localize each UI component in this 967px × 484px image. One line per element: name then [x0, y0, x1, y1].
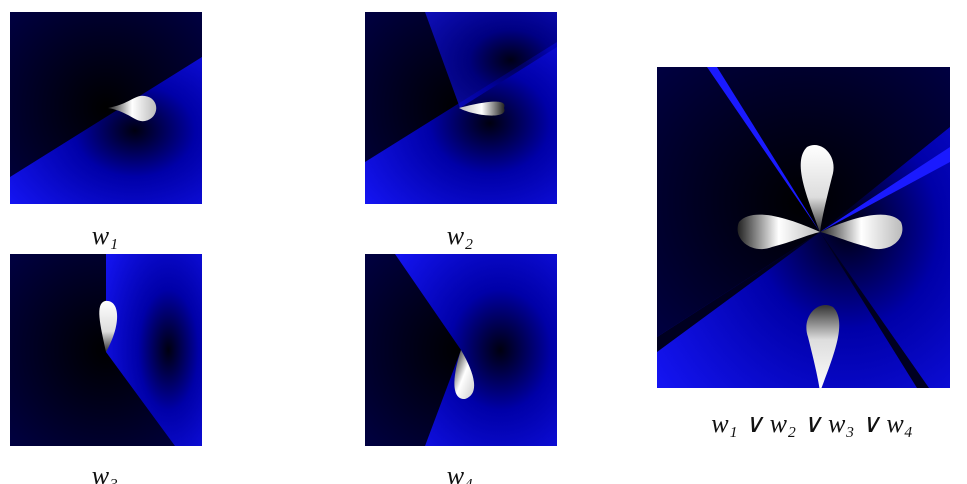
- panel-w4: [365, 254, 557, 446]
- caption: w₁: [92, 221, 118, 250]
- caption: w₄: [447, 461, 473, 484]
- panel-w1: [10, 12, 202, 204]
- caption: w₃: [92, 461, 118, 484]
- panel-w3: [10, 254, 202, 446]
- caption: w₂: [447, 221, 473, 250]
- panel-combined: [657, 67, 950, 392]
- caption: w₁ ∨ w₂ ∨ w₃ ∨ w₄: [711, 409, 913, 438]
- panel-w2: [365, 12, 557, 204]
